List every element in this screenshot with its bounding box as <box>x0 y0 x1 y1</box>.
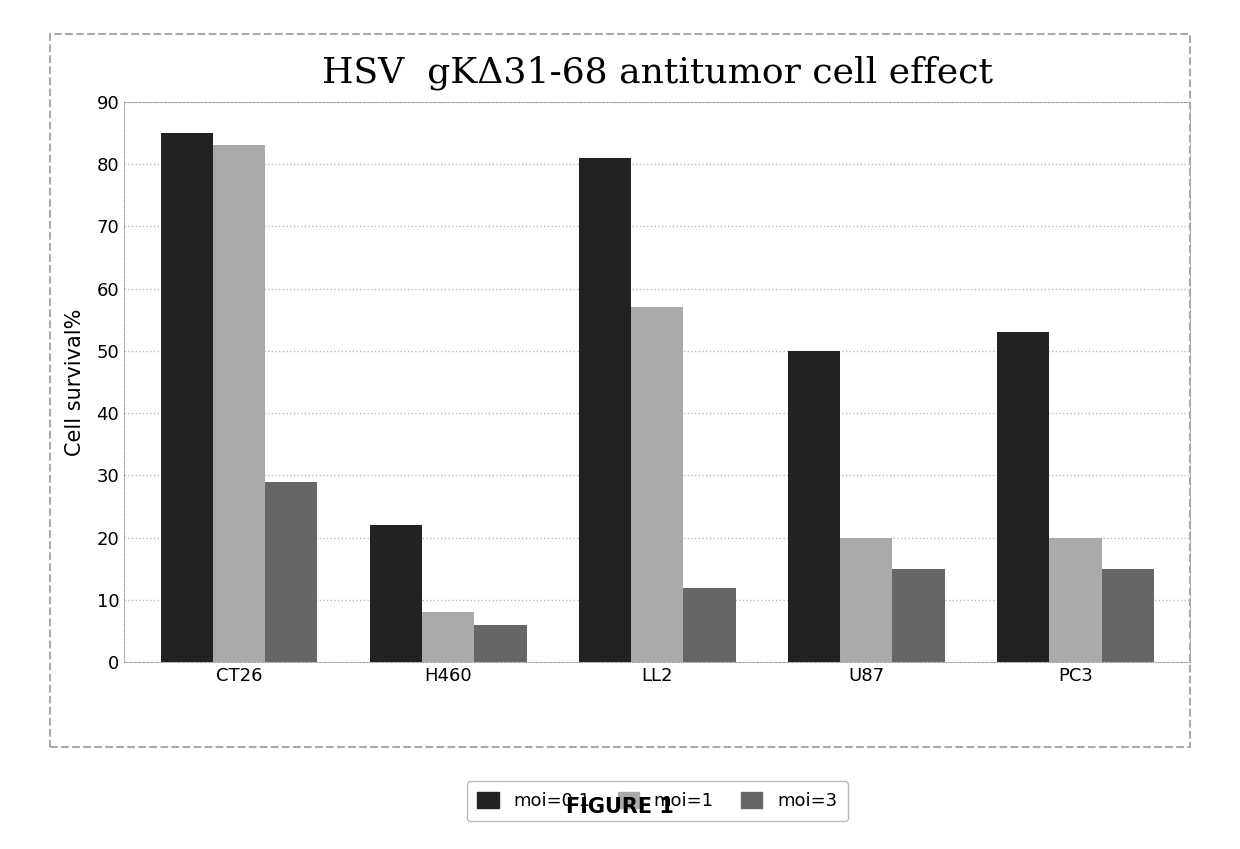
Bar <box>422 612 474 662</box>
Y-axis label: Cell survival%: Cell survival% <box>66 308 86 456</box>
Bar <box>1101 569 1153 662</box>
Bar <box>893 569 945 662</box>
Bar <box>213 145 265 662</box>
Bar <box>474 625 527 662</box>
Bar <box>631 307 683 662</box>
Bar <box>683 588 735 662</box>
Bar <box>841 537 893 662</box>
Bar <box>997 332 1049 662</box>
Bar <box>579 158 631 662</box>
Bar <box>787 351 841 662</box>
Legend: moi=0.1, moi=1, moi=3: moi=0.1, moi=1, moi=3 <box>466 781 848 821</box>
Bar <box>1049 537 1101 662</box>
Bar <box>161 133 213 662</box>
Text: FIGURE 1: FIGURE 1 <box>567 796 673 817</box>
Bar <box>265 481 317 662</box>
Title: HSV  gKΔ31-68 antitumor cell effect: HSV gKΔ31-68 antitumor cell effect <box>321 55 993 90</box>
Bar <box>370 526 422 662</box>
